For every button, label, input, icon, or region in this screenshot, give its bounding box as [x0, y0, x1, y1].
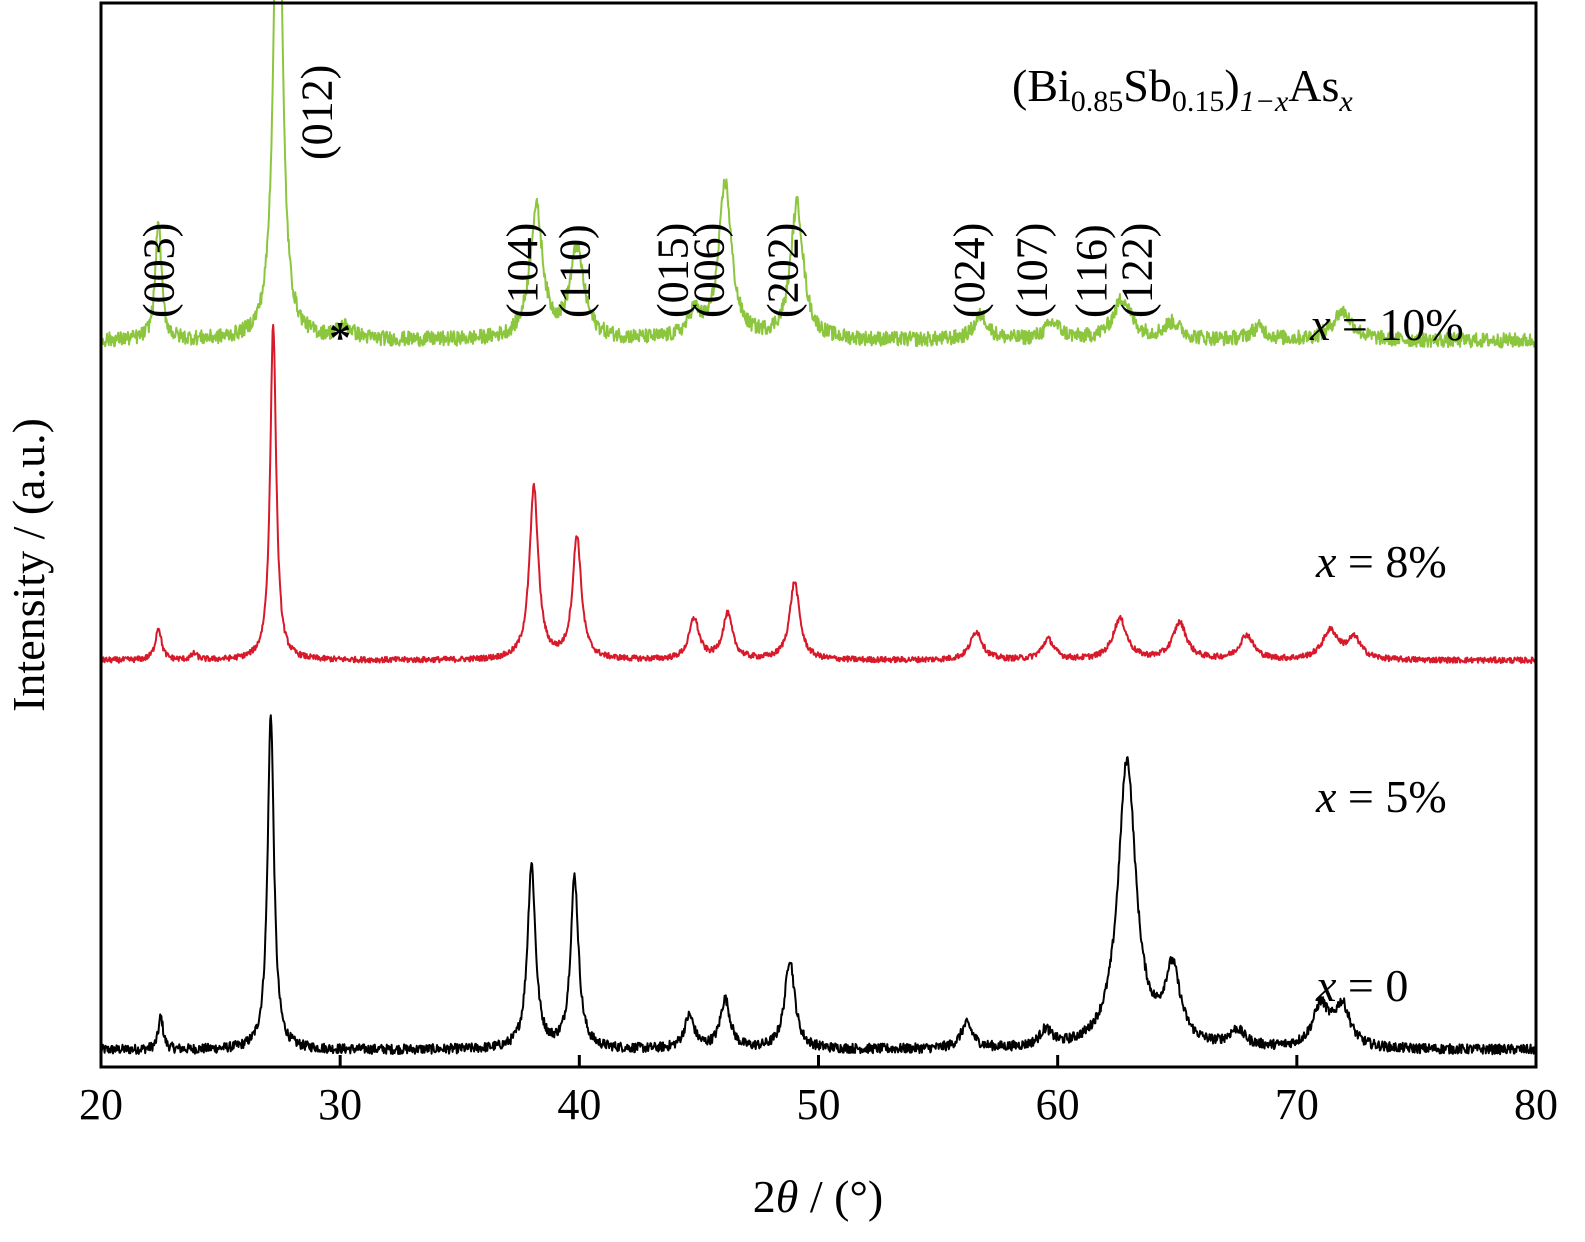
series-group	[100, 0, 1537, 1056]
x-tick-label: 70	[1275, 1080, 1319, 1129]
peak-label: (110)	[551, 224, 600, 318]
series-label: x = 8%	[1315, 536, 1447, 587]
x-tick-label: 80	[1514, 1080, 1558, 1129]
x-tick-label: 60	[1036, 1080, 1080, 1129]
peak-label: (202)	[759, 223, 808, 318]
chart-title: (Bi0.85Sb0.15)1−xAsx	[1012, 60, 1353, 118]
series-label: x = 5%	[1315, 771, 1447, 822]
series-label: x = 10%	[1309, 299, 1464, 350]
peak-label: (116)	[1067, 224, 1116, 318]
peak-label: (024)	[945, 223, 994, 318]
impurity-annotation: *	[329, 313, 351, 362]
peak-label: (006)	[685, 223, 734, 318]
x-tick-label: 40	[557, 1080, 601, 1129]
x-ticks: 20 30 40 50 60 70 80	[79, 1055, 1558, 1129]
series-line-1	[100, 323, 1537, 665]
peak-label: (122)	[1113, 223, 1162, 318]
peak-label: (015)	[649, 223, 698, 318]
peak-label: (012)	[292, 65, 341, 160]
series-line-2	[100, 0, 1537, 349]
peak-label: (104)	[498, 223, 547, 318]
peak-label: (107)	[1007, 223, 1056, 318]
series-line-0	[100, 714, 1537, 1056]
y-axis-label: Intensity / (a.u.)	[3, 418, 54, 712]
peak-label: (003)	[134, 223, 183, 318]
x-tick-label: 30	[318, 1080, 362, 1129]
series-label: x = 0	[1315, 960, 1408, 1011]
series-labels: x = 0 x = 5% x = 8% x = 10%	[1309, 299, 1464, 1011]
x-tick-label: 20	[79, 1080, 123, 1129]
x-tick-label: 50	[797, 1080, 841, 1129]
plot-frame	[99, 1, 1538, 1069]
x-axis-label: 2θ / (°)	[753, 1171, 883, 1222]
peak-labels: (003) (012) (104) (110) (015)(006) (202) (024)…	[134, 65, 1161, 362]
